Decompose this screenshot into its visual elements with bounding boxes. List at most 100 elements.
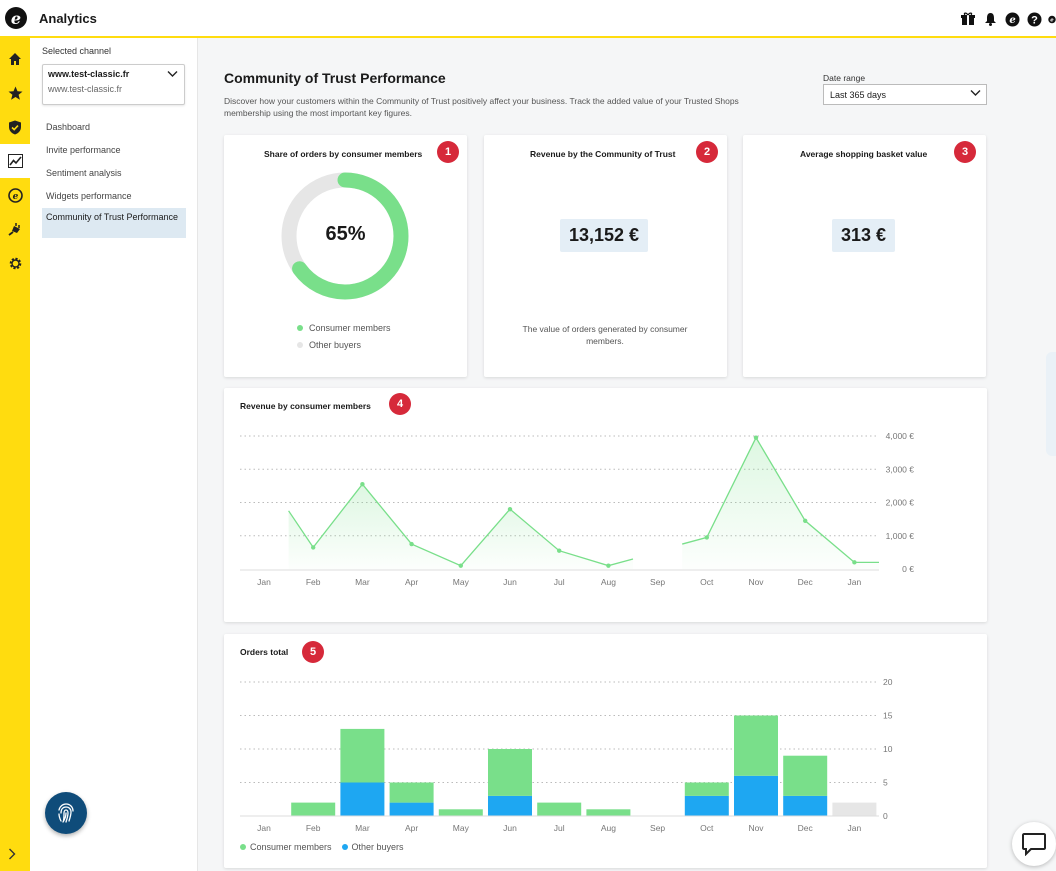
y-tick-label: 3,000 €: [886, 464, 915, 474]
x-tick-label: Nov: [748, 823, 764, 833]
basket-card-title: Average shopping basket value: [800, 149, 928, 159]
x-tick-label: Jan: [848, 577, 862, 587]
channel-select[interactable]: www.test-classic.fr www.test-classic.fr: [42, 64, 185, 105]
y-tick-label: 0: [883, 811, 888, 821]
bar-consumer-members: [340, 728, 385, 783]
x-tick-label: Dec: [798, 823, 814, 833]
date-range-label: Date range: [823, 73, 866, 83]
page-title: Community of Trust Performance: [224, 70, 446, 86]
rail-reviews[interactable]: [0, 76, 30, 110]
legend-other-label: Other buyers: [309, 340, 362, 350]
rail-home[interactable]: [0, 42, 30, 76]
selected-channel-label: Selected channel: [42, 46, 112, 56]
date-range-value: Last 365 days: [830, 90, 887, 100]
date-range-select[interactable]: Last 365 days: [823, 84, 987, 105]
shield-icon: [9, 120, 21, 134]
data-point: [507, 506, 513, 512]
revenue-chart-card: Revenue by consumer members 4 0 € 1,000 €…: [224, 388, 987, 622]
green-dot: [240, 844, 246, 850]
rail-trust[interactable]: [0, 110, 30, 144]
side-scroll-tab[interactable]: [1046, 352, 1056, 456]
x-tick-label: Sep: [650, 823, 665, 833]
app-logo[interactable]: e: [5, 7, 27, 29]
star-icon: [8, 86, 22, 100]
bar-other-buyers: [734, 775, 778, 816]
subnav-list: Dashboard Invite performance Sentiment a…: [42, 116, 186, 238]
gear-icon: [9, 257, 21, 269]
left-rail: e: [0, 38, 30, 871]
revenue-value: 13,152 €: [560, 219, 649, 252]
bar-other-buyers: [340, 782, 385, 816]
x-tick-label: May: [453, 577, 470, 587]
orders-chart-title: Orders total: [240, 647, 289, 657]
x-tick-label: Mar: [355, 577, 370, 587]
y-tick-label: 10: [883, 744, 893, 754]
orders-bar-chart: 0 5 10 15 20 Jan Feb Mar Apr May Jun Jul Aug Sep Oct No…: [240, 677, 893, 833]
bar-consumer-members: [783, 755, 828, 796]
subnav-item-widgets-performance[interactable]: Widgets performance: [46, 191, 132, 201]
profile-icon[interactable]: e: [1048, 11, 1056, 27]
subnav-item-sentiment-analysis[interactable]: Sentiment analysis: [46, 168, 122, 178]
series-area: [288, 484, 633, 569]
blue-dot: [341, 844, 348, 850]
badge-5: 5: [302, 641, 324, 663]
bar-other-buyers: [783, 795, 828, 816]
x-tick-label: Aug: [601, 823, 616, 833]
x-tick-label: Aug: [601, 577, 616, 587]
x-tick-label: Dec: [798, 577, 814, 587]
subnav-item-community-of-trust[interactable]: Community of Trust Performance: [42, 208, 186, 238]
x-tick-label: Jun: [503, 577, 517, 587]
bar-pending: [832, 802, 877, 816]
chat-button[interactable]: [1012, 822, 1056, 866]
x-tick-label: Oct: [700, 823, 714, 833]
data-point: [458, 563, 463, 568]
rail-integrations[interactable]: [0, 212, 30, 246]
y-tick-label: 1,000 €: [886, 531, 915, 541]
data-point: [606, 563, 611, 568]
top-bar: e Analytics e ? e: [0, 0, 1056, 38]
subnav-item-invite-performance[interactable]: Invite performance: [46, 145, 121, 155]
x-tick-label: Apr: [405, 823, 418, 833]
x-tick-label: Sep: [650, 577, 665, 587]
analytics-icon: [7, 154, 23, 168]
orders-chart-card: Orders total 5 0 5 10 15 20 Jan Feb Mar Apr May Ju…: [224, 634, 987, 868]
bell-icon[interactable]: [982, 11, 998, 27]
revenue-card-title: Revenue by the Community of Trust: [530, 149, 676, 159]
y-tick-label: 2,000 €: [886, 498, 915, 508]
bar-consumer-members: [389, 782, 434, 803]
orders-legend-other: Other buyers: [351, 842, 404, 852]
share-donut: [281, 172, 409, 300]
revenue-note: The value of orders generated by consume…: [522, 324, 688, 346]
rail-analytics[interactable]: [0, 144, 30, 178]
grey-dot: [297, 342, 303, 348]
data-point: [409, 541, 414, 547]
rail-coins[interactable]: e: [0, 178, 30, 212]
help-icon[interactable]: ?: [1026, 11, 1042, 27]
fingerprint-button[interactable]: [45, 792, 87, 834]
chevron-right-icon[interactable]: [8, 847, 16, 863]
fingerprint-icon: [58, 803, 74, 823]
y-tick-label: 0 €: [902, 564, 914, 574]
bar-consumer-members: [438, 809, 483, 816]
badge-1: 1: [437, 141, 459, 163]
svg-text:?: ?: [1031, 14, 1038, 26]
gift-icon[interactable]: [960, 11, 976, 27]
chat-icon: [1022, 833, 1046, 856]
y-tick-label: 15: [883, 711, 893, 721]
svg-text:e: e: [1050, 17, 1054, 23]
bar-other-buyers: [684, 795, 729, 816]
channel-url: www.test-classic.fr: [48, 84, 123, 94]
orders-legend-consumer: Consumer members: [250, 842, 332, 852]
subnav-item-dashboard[interactable]: Dashboard: [46, 122, 91, 132]
x-tick-label: Feb: [306, 577, 321, 587]
data-point: [803, 518, 808, 523]
badge-4: 4: [389, 393, 411, 415]
basket-value: 313 €: [832, 219, 896, 252]
share-value: 65%: [325, 223, 366, 245]
trustedshops-icon[interactable]: e: [1004, 11, 1020, 27]
y-tick-label: 4,000 €: [886, 431, 915, 441]
bar-other-buyers: [389, 802, 434, 816]
rail-settings[interactable]: [0, 246, 30, 280]
svg-text:e: e: [12, 192, 18, 202]
x-tick-label: Mar: [355, 823, 370, 833]
